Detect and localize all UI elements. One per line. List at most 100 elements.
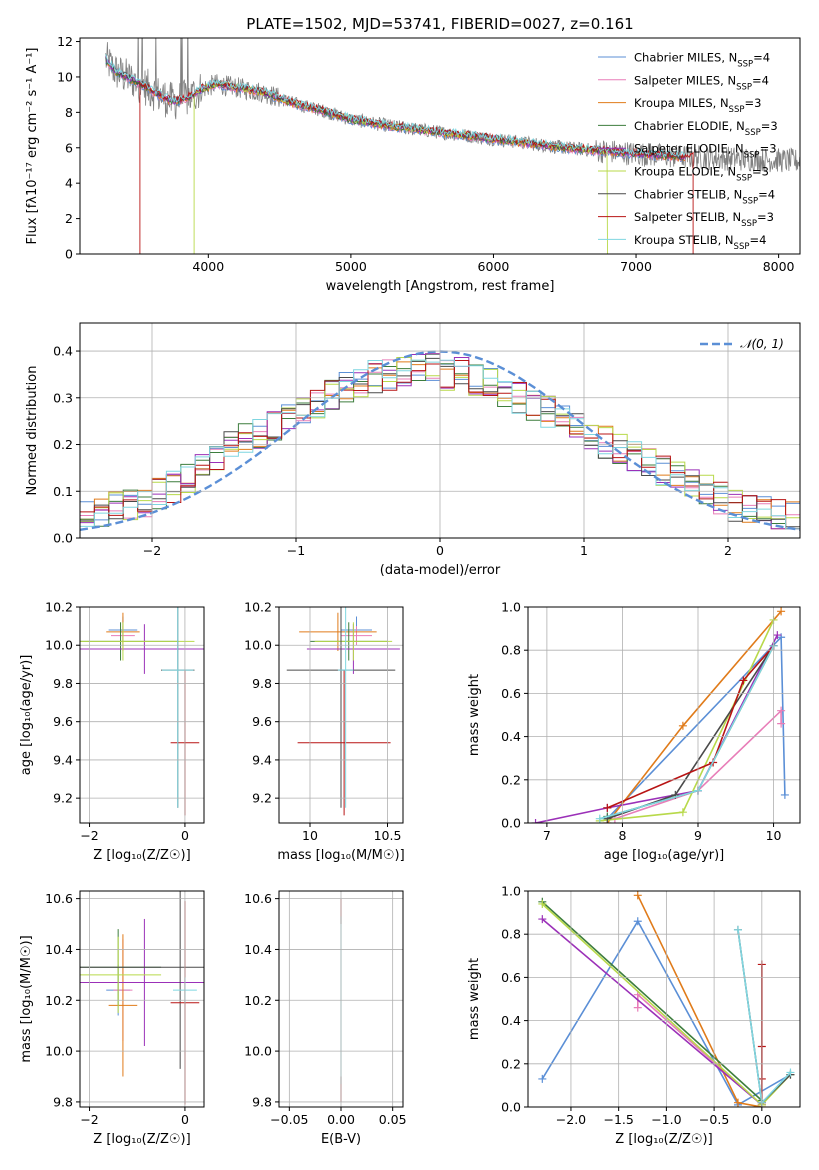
data-point-marker [595, 814, 604, 823]
x-axis-label: (data-model)/error [380, 563, 501, 578]
data-point-marker [531, 819, 540, 823]
model-line-kroupa-stelib [105, 54, 686, 158]
y-tick-label: 0.4 [501, 1013, 521, 1028]
x-tick-label: 6000 [478, 259, 510, 274]
x-tick-label: 0 [436, 543, 444, 558]
data-point-marker [777, 706, 786, 715]
x-tick-label: 10 [302, 828, 318, 843]
data-point-marker [538, 915, 547, 924]
y-tick-label: 9.2 [252, 791, 272, 806]
y-tick-label: 0.4 [501, 729, 521, 744]
y-tick-label: 12 [57, 34, 73, 49]
panel-age_vs_mass: 10 10.5 9.2 9.4 9.6 9.8 10.0 10.2 mass [log₁₀(M/… [244, 600, 405, 864]
x-tick-label: 10.5 [374, 828, 402, 843]
x-tick-label: −2 [80, 828, 98, 843]
data-point-marker [777, 607, 786, 616]
y-tick-label: 10.2 [45, 600, 73, 615]
y-tick-label: 10.0 [45, 1044, 73, 1059]
x-tick-label: −1.5 [603, 1112, 633, 1127]
model-line-kroupa-elodie [193, 80, 608, 254]
y-tick-label: 0.8 [501, 927, 521, 942]
series-line [541, 901, 763, 1102]
x-tick-label: 7000 [620, 259, 652, 274]
y-tick-label: 1.0 [501, 600, 521, 615]
x-axis-label: Z [log₁₀(Z/Z☉)] [615, 1132, 712, 1147]
series-line [637, 894, 762, 1107]
series-line [614, 708, 782, 820]
plot-area-spectrum [105, 38, 800, 254]
y-tick-label: 10 [57, 69, 73, 84]
y-tick-label: 0.0 [53, 531, 73, 546]
y-tick-label: 0.2 [501, 1056, 521, 1071]
data-point-marker [786, 1068, 795, 1077]
y-tick-label: 0.0 [501, 816, 521, 831]
y-tick-label: 10.2 [45, 993, 73, 1008]
axes-frame [527, 890, 801, 1108]
plot-area-weight_vs_age [531, 607, 789, 823]
axes-frame [79, 890, 205, 1108]
y-tick-label: 9.4 [252, 752, 272, 767]
y-tick-label: 0.0 [501, 1100, 521, 1115]
data-point-marker [773, 631, 782, 640]
y-tick-label: 10.4 [244, 942, 272, 957]
data-point-marker [777, 719, 786, 728]
data-point-marker [733, 1098, 742, 1107]
y-tick-label: 10.0 [244, 638, 272, 653]
y-tick-label: 0.6 [501, 970, 521, 985]
plot-area-age_vs_Z [80, 607, 204, 816]
y-axis-label: Normed distribution [25, 366, 40, 496]
legend-entry: Chabrier MILES, NSSP=4 [634, 51, 770, 70]
y-axis-label: Flux [fλ10⁻¹⁷ erg cm⁻² s⁻¹ A⁻¹] [25, 48, 40, 245]
series-line [606, 645, 775, 809]
y-tick-label: 8 [65, 105, 73, 120]
legend-entry: 𝒩(0, 1) [740, 337, 784, 351]
y-tick-label: 9.8 [252, 1094, 272, 1109]
x-tick-label: −0.05 [270, 1112, 308, 1127]
legend-entry: Chabrier ELODIE, NSSP=3 [634, 119, 778, 138]
x-tick-label: 0.00 [327, 1112, 355, 1127]
x-tick-label: −1 [287, 543, 305, 558]
series-line [737, 929, 792, 1105]
x-tick-label: 0 [181, 828, 189, 843]
y-tick-label: 0 [65, 247, 73, 262]
x-tick-label: 1 [580, 543, 588, 558]
panel-weight_vs_Z: −2.0 −1.5 −1.0 −0.5 0.0 0.0 0.2 0.4 0.6 0.8 1.0 Z [… [467, 884, 801, 1147]
panel-spectrum: 4000 5000 6000 7000 8000 0 2 4 6 8 10 12 wavelength … [25, 34, 801, 294]
legend-entry: Chabrier STELIB, NSSP=4 [634, 187, 775, 206]
panel-mass_vs_ebv: −0.05 0.00 0.05 9.8 10.0 10.2 10.4 10.6 E(B-V) [244, 890, 407, 1147]
y-tick-label: 0.3 [53, 390, 73, 405]
y-tick-label: 0.1 [53, 484, 73, 499]
x-axis-label: E(B-V) [321, 1132, 361, 1147]
series-line [541, 919, 791, 1106]
x-tick-label: −2.0 [556, 1112, 586, 1127]
x-tick-label: −0.5 [699, 1112, 729, 1127]
model-line-salpeter-elodie [105, 56, 686, 160]
data-point-marker [538, 899, 547, 908]
y-tick-label: 10.0 [244, 1044, 272, 1059]
legend-entry: Salpeter MILES, NSSP=4 [634, 73, 769, 92]
data-point-marker [678, 808, 687, 817]
y-tick-label: 0.8 [501, 643, 521, 658]
y-axis-label: mass weight [467, 958, 482, 1040]
model-line-salpeter-stelib [139, 79, 694, 254]
y-axis-label: mass [log₁₀(M/M☉)] [19, 935, 34, 1062]
y-tick-label: 9.6 [53, 714, 73, 729]
x-axis-label: wavelength [Angstrom, rest frame] [326, 279, 555, 294]
axes-frame [527, 606, 801, 824]
y-tick-label: 0.2 [53, 437, 73, 452]
plot-area-weight_vs_Z [538, 891, 795, 1107]
x-axis-label: Z [log₁₀(Z/Z☉)] [93, 1132, 190, 1147]
legend-entry: Kroupa MILES, NSSP=3 [634, 96, 761, 115]
series-line [737, 929, 792, 1105]
figure-title: PLATE=1502, MJD=53741, FIBERID=0027, z=0… [246, 15, 633, 33]
y-tick-label: 9.2 [53, 791, 73, 806]
legend-entry: Salpeter STELIB, NSSP=3 [634, 210, 774, 229]
x-tick-label: 8000 [763, 259, 795, 274]
series-line [541, 918, 763, 1106]
y-axis-label: age [log₁₀(age/yr)] [19, 655, 34, 776]
y-tick-label: 10.4 [45, 942, 73, 957]
axes-frame [79, 37, 801, 255]
data-point-marker [633, 917, 642, 926]
panel-mass_vs_Z: −2 0 9.8 10.0 10.2 10.4 10.6 Z [log₁₀(Z/Z☉)] mas… [19, 890, 205, 1147]
x-tick-label: 4000 [192, 259, 224, 274]
